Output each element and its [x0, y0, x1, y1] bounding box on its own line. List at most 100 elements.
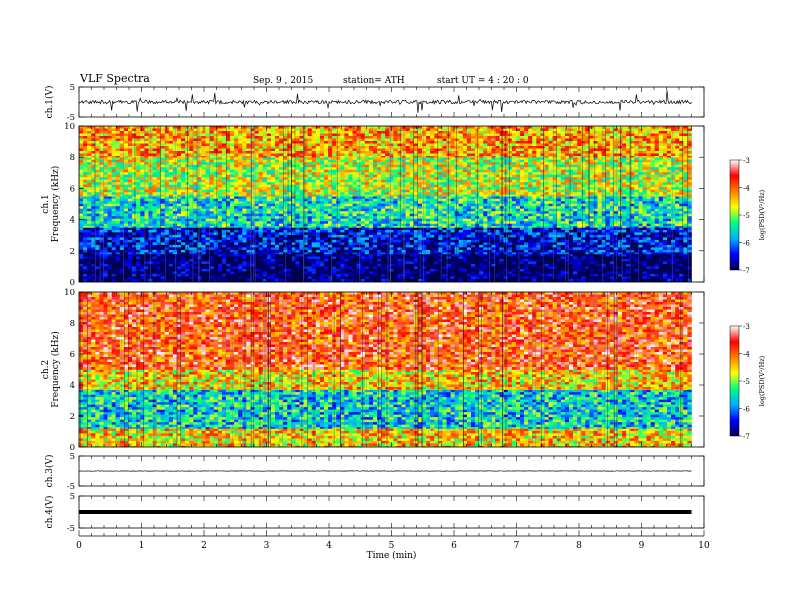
heatmap-cell [328, 232, 332, 235]
heatmap-cell [242, 199, 246, 202]
heatmap-cell [344, 276, 348, 279]
heatmap-cell [361, 256, 365, 259]
heatmap-cell [112, 235, 116, 238]
heatmap-cell [643, 271, 647, 274]
heatmap-cell [655, 259, 659, 262]
heatmap-cell [675, 264, 679, 267]
heatmap-cell [169, 224, 173, 227]
heatmap-cell [357, 261, 361, 264]
heatmap-cell [659, 264, 663, 267]
heatmap-cell [377, 261, 381, 264]
heatmap-cell [197, 204, 201, 207]
heatmap-cell [512, 224, 516, 227]
heatmap-cell [136, 204, 140, 207]
heatmap-cell [467, 227, 471, 230]
heatmap-cell [263, 196, 267, 199]
heatmap-cell [242, 216, 246, 219]
heatmap-cell [496, 226, 500, 228]
heatmap-cell [312, 250, 316, 253]
heatmap-cell [275, 204, 279, 207]
heatmap-cell [271, 269, 275, 272]
heatmap-cell [385, 261, 389, 264]
heatmap-cell [312, 206, 316, 209]
heatmap-cell [659, 266, 663, 269]
heatmap-cell [308, 259, 312, 262]
heatmap-cell [557, 274, 561, 277]
heatmap-cell [259, 250, 263, 253]
heatmap-cell [365, 216, 369, 219]
heatmap-cell [524, 245, 528, 248]
heatmap-cell [214, 199, 218, 202]
heatmap-cell [181, 276, 185, 279]
heatmap-cell [357, 221, 361, 224]
heatmap-cell [365, 232, 369, 235]
heatmap-cell [651, 230, 655, 233]
heatmap-cell [479, 214, 483, 217]
heatmap-cell [618, 235, 622, 238]
heatmap-cell [569, 264, 573, 267]
heatmap-cell [373, 264, 377, 267]
heatmap-cell [238, 250, 242, 253]
heatmap-cell [271, 235, 275, 238]
heatmap-cell [471, 219, 475, 222]
heatmap-cell [275, 206, 279, 209]
heatmap-cell [140, 237, 144, 240]
heatmap-cell [369, 254, 373, 257]
heatmap-cell [479, 237, 483, 240]
heatmap-cell [393, 232, 397, 235]
heatmap-cell [197, 276, 201, 279]
heatmap-cell [524, 256, 528, 259]
heatmap-cell [647, 230, 651, 233]
heatmap-cell [679, 250, 683, 253]
heatmap-cell [532, 214, 536, 217]
heatmap-cell [659, 247, 663, 250]
heatmap-cell [540, 247, 544, 250]
heatmap-cell [271, 221, 275, 224]
heatmap-cell [308, 242, 312, 245]
heatmap-cell [169, 230, 173, 233]
heatmap-cell [373, 266, 377, 269]
heatmap-cell [549, 271, 553, 274]
heatmap-cell [169, 269, 173, 272]
heatmap-cell [218, 226, 222, 228]
heatmap-cell [357, 279, 361, 282]
heatmap-cell [687, 240, 691, 243]
heatmap-cell [369, 252, 373, 254]
heatmap-cell [234, 199, 238, 202]
heatmap-cell [491, 271, 495, 274]
heatmap-cell [516, 274, 520, 277]
heatmap-cell [230, 274, 234, 277]
heatmap-cell [112, 261, 116, 264]
heatmap-cell [108, 199, 112, 202]
heatmap-cell [214, 256, 218, 259]
heatmap-cell [467, 252, 471, 254]
heatmap-cell [622, 232, 626, 235]
heatmap-cell [377, 235, 381, 238]
heatmap-cell [545, 201, 549, 204]
heatmap-cell [295, 219, 299, 222]
heatmap-cell [365, 250, 369, 253]
heatmap-cell [283, 261, 287, 264]
heatmap-cell [87, 250, 91, 253]
heatmap-cell [124, 230, 128, 233]
heatmap-cell [222, 245, 226, 248]
heatmap-cell [324, 271, 328, 274]
heatmap-cell [283, 256, 287, 259]
heatmap-cell [406, 221, 410, 224]
heatmap-cell [279, 211, 283, 214]
heatmap-cell [377, 224, 381, 227]
heatmap-cell [279, 206, 283, 209]
heatmap-cell [169, 235, 173, 238]
heatmap-cell [161, 196, 165, 199]
heatmap-cell [545, 232, 549, 235]
heatmap-cell [675, 276, 679, 279]
heatmap-cell [585, 247, 589, 250]
heatmap-cell [128, 247, 132, 250]
heatmap-cell [283, 211, 287, 214]
heatmap-cell [598, 235, 602, 238]
heatmap-cell [365, 256, 369, 259]
heatmap-cell [377, 211, 381, 214]
heatmap-cell [112, 230, 116, 233]
heatmap-cell [177, 271, 181, 274]
heatmap-cell [512, 254, 516, 257]
